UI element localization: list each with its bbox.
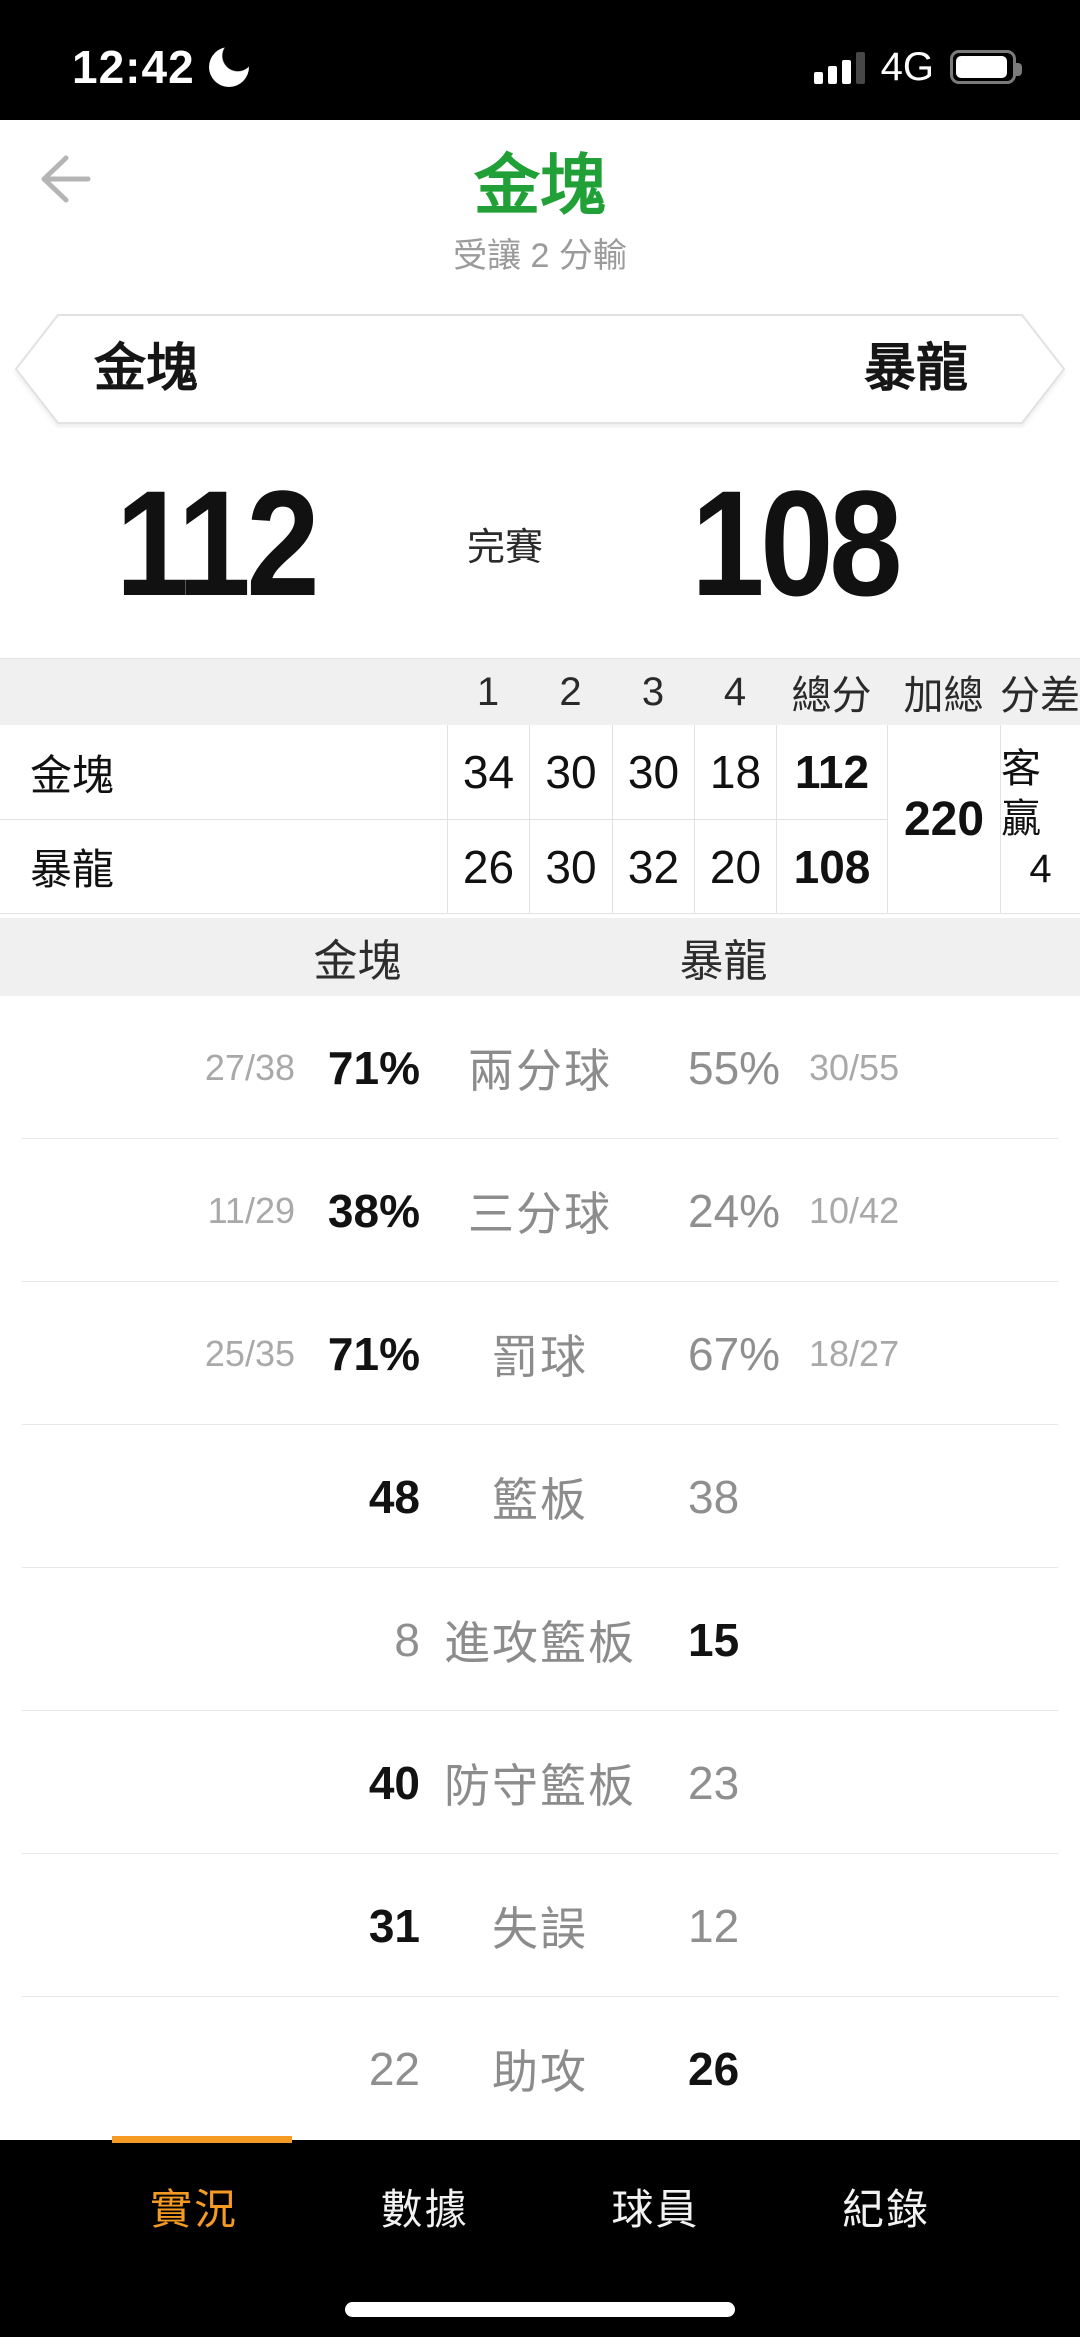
- stat-label: 助攻: [492, 2045, 588, 2098]
- away-score: 108: [691, 458, 902, 627]
- do-not-disturb-moon-icon: [208, 47, 249, 87]
- stat-away-value: 15: [688, 1613, 740, 1666]
- qtable-header-total: 總分: [776, 659, 887, 725]
- matchup-banner[interactable]: 金塊 暴龍: [0, 310, 1080, 428]
- stat-row: 25/35 71% 罰球 67% 18/27: [0, 1282, 1080, 1425]
- stat-label: 兩分球: [468, 1044, 612, 1097]
- quarter-score-table: 1 2 3 4 總分 加總 分差 金塊 34 30 30 18 112 220 …: [0, 658, 1080, 914]
- qtable-header-q3: 3: [612, 659, 694, 725]
- qtable-home-team: 金塊: [30, 751, 115, 799]
- qtable-header-q2: 2: [529, 659, 612, 725]
- stat-row: 22 助攻 26: [0, 1997, 1080, 2140]
- stat-label: 進攻籃板: [444, 1616, 636, 1669]
- stat-row: 27/38 71% 兩分球 55% 30/55: [0, 996, 1080, 1139]
- home-indicator[interactable]: [345, 2302, 735, 2317]
- qtable-header-blank: [0, 659, 447, 725]
- stat-label: 失誤: [492, 1902, 588, 1955]
- qtable-combined-total: 220: [887, 725, 1000, 913]
- stats-away-team-label: 暴龍: [679, 937, 768, 986]
- active-tab-underline: [112, 2136, 292, 2143]
- tab-stats[interactable]: 數據: [380, 2186, 469, 2233]
- stat-label: 防守籃板: [444, 1759, 636, 1812]
- stat-home-value: 38%: [327, 1184, 420, 1237]
- stat-away-value: 67%: [688, 1327, 781, 1380]
- stat-away-value: 38: [688, 1470, 740, 1523]
- stat-row: 31 失誤 12: [0, 1854, 1080, 1997]
- qtable-away-team: 暴龍: [0, 819, 447, 913]
- stats-teams-bar: 金塊 暴龍: [0, 918, 1080, 996]
- stat-home-value: 71%: [327, 1327, 420, 1380]
- stat-away-value: 24%: [688, 1184, 781, 1237]
- qtable-home-q4: 18: [694, 725, 776, 819]
- stat-home-value: 8: [394, 1613, 420, 1666]
- stat-row: 8 進攻籃板 15: [0, 1568, 1080, 1711]
- signal-strength-icon: [813, 50, 865, 84]
- back-arrow-icon[interactable]: [30, 146, 94, 210]
- qtable-home-total: 112: [776, 725, 887, 819]
- home-score: 112: [115, 458, 319, 627]
- stat-row: 40 防守籃板 23: [0, 1711, 1080, 1854]
- score-row: 112 完賽 108: [0, 428, 1080, 658]
- stats-list: 27/38 71% 兩分球 55% 30/55 11/29 38% 三分球 24…: [0, 996, 1080, 2140]
- stat-away-detail: 18/27: [809, 1332, 900, 1374]
- banner-chevron-shape: [14, 314, 1066, 424]
- tab-records[interactable]: 紀錄: [841, 2186, 930, 2233]
- qtable-header-diff: 分差: [1000, 659, 1080, 725]
- status-bar: 12:42 4G: [0, 0, 1080, 120]
- page-title: 金塊: [474, 148, 606, 222]
- qtable-away-q3: 32: [612, 819, 694, 913]
- battery-icon: [950, 50, 1022, 84]
- tab-players[interactable]: 球員: [611, 2186, 700, 2233]
- qtable-header-q1: 1: [447, 659, 529, 725]
- status-time: 12:42: [72, 41, 195, 93]
- qtable-away-total: 108: [776, 819, 887, 913]
- banner-away-team: 暴龍: [863, 340, 968, 398]
- stat-away-value: 23: [688, 1756, 740, 1809]
- stat-away-detail: 30/55: [809, 1046, 900, 1088]
- qtable-away-q4: 20: [694, 819, 776, 913]
- stat-home-value: 31: [368, 1899, 420, 1952]
- handicap-subtitle: 受讓 2 分輸: [453, 237, 627, 275]
- stat-label: 籃板: [492, 1473, 588, 1526]
- banner-home-team: 金塊: [94, 340, 199, 398]
- app-header: 金塊 受讓 2 分輸: [0, 120, 1080, 310]
- qtable-margin: 客贏 4: [1000, 725, 1080, 913]
- stat-row: 48 籃板 38: [0, 1425, 1080, 1568]
- stats-home-team-label: 金塊: [313, 937, 402, 986]
- game-status-label: 完賽: [466, 526, 543, 569]
- tab-live[interactable]: 實況: [150, 2186, 239, 2233]
- stat-home-detail: 25/35: [204, 1332, 295, 1374]
- stat-home-value: 71%: [327, 1041, 420, 1094]
- qtable-home-q3: 30: [612, 725, 694, 819]
- stat-home-value: 40: [368, 1756, 420, 1809]
- stat-away-value: 55%: [688, 1041, 781, 1094]
- qtable-header-q4: 4: [694, 659, 776, 725]
- qtable-home-q2: 30: [529, 725, 612, 819]
- stat-home-detail: 27/38: [204, 1046, 295, 1088]
- stat-row: 11/29 38% 三分球 24% 10/42: [0, 1139, 1080, 1282]
- stat-home-value: 22: [368, 2042, 420, 2095]
- stat-home-value: 48: [368, 1470, 420, 1523]
- stat-away-value: 26: [688, 2042, 740, 2095]
- stat-label: 罰球: [492, 1330, 588, 1383]
- qtable-header-sum: 加總: [887, 659, 1000, 725]
- network-type-label: 4G: [880, 44, 934, 89]
- stat-label: 三分球: [468, 1187, 612, 1240]
- qtable-away-q1: 26: [447, 819, 529, 913]
- qtable-home-q1: 34: [447, 725, 529, 819]
- stat-away-detail: 10/42: [809, 1189, 900, 1231]
- stat-home-detail: 11/29: [207, 1189, 295, 1231]
- bottom-tab-bar: 實況 數據 球員 紀錄: [0, 2136, 1080, 2337]
- qtable-away-q2: 30: [529, 819, 612, 913]
- stat-away-value: 12: [688, 1899, 740, 1952]
